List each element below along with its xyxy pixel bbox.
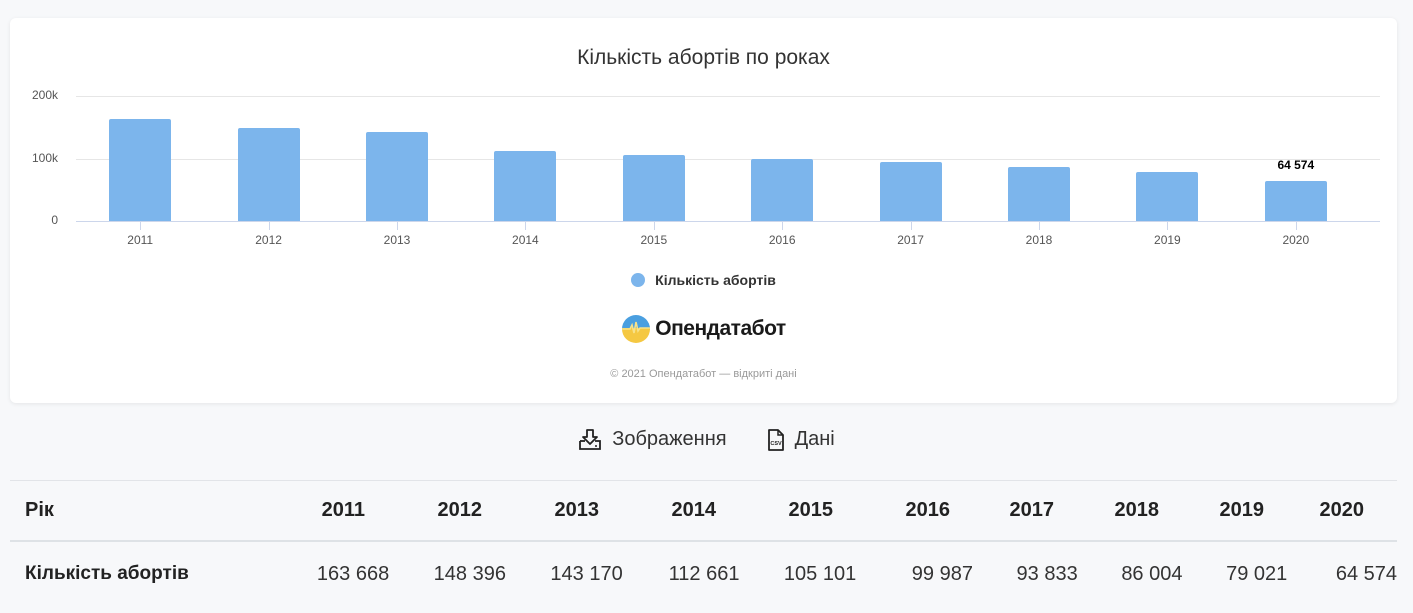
- bar-2015[interactable]: [622, 155, 685, 221]
- brand-logo: Опендатабот: [10, 314, 1397, 344]
- download-data-label: Дані: [794, 428, 835, 450]
- y-axis-tick-label: 200k: [31, 88, 58, 102]
- opendatabot-logo-icon: [622, 315, 651, 343]
- value-cell: 163 668: [316, 562, 390, 585]
- value-cell: 148 396: [433, 562, 506, 585]
- value-cell: 99 987: [911, 562, 973, 585]
- x-tick-mark: [1167, 222, 1169, 230]
- chart-title: Кількість абортів по роках: [577, 46, 830, 69]
- value-cell: 86 004: [1121, 562, 1183, 585]
- x-axis-tick-label: 2013: [383, 233, 411, 247]
- x-tick-mark: [782, 222, 784, 230]
- grid-line: [76, 96, 1380, 97]
- y-axis-tick-label: 100k: [31, 150, 58, 165]
- download-image-label: Зображення: [612, 428, 727, 450]
- header-year-cell: 2012: [437, 499, 483, 521]
- value-cell: 79 021: [1226, 562, 1288, 585]
- x-axis-tick-label: 2012: [255, 233, 282, 247]
- data-label: 64 574: [1277, 157, 1315, 172]
- x-axis-tick-label: 2014: [512, 233, 539, 247]
- bar-2020[interactable]: [1264, 180, 1327, 221]
- data-table: Рік 2011 2012 2013 2014 2015 2016 2017 2018 2019…: [10, 480, 1397, 606]
- value-cell: 112 661: [668, 562, 740, 585]
- legend-dot-icon: [631, 273, 646, 287]
- x-axis-tick-label: 2016: [768, 233, 796, 247]
- x-axis-tick-label: 2011: [127, 233, 154, 247]
- header-year-cell: 2014: [671, 499, 717, 521]
- bar-2012[interactable]: [237, 128, 300, 221]
- x-tick-mark: [1295, 222, 1297, 230]
- download-tray-icon: [579, 428, 602, 450]
- table-row: Кількість абортів 163 668 148 396 143 170 1…: [10, 542, 1397, 606]
- x-axis-tick-label: 2015: [640, 233, 668, 247]
- header-year-cell: 2020: [1319, 499, 1365, 521]
- x-tick-mark: [653, 222, 655, 230]
- value-cell: 143 170: [550, 562, 623, 585]
- x-tick-mark: [525, 222, 527, 230]
- x-axis-tick-label: 2018: [1025, 233, 1053, 247]
- x-tick-mark: [1039, 222, 1040, 230]
- header-label: Рік: [25, 499, 54, 521]
- row-label: Кількість абортів: [25, 563, 189, 584]
- download-image-button[interactable]: Зображення: [578, 428, 727, 451]
- x-tick-mark: [910, 222, 912, 230]
- chart-card: Кількість абортів по роках 0 100k 200k 2011…: [10, 18, 1397, 403]
- legend-item[interactable]: Кількість абортів: [10, 272, 1397, 288]
- header-year-cell: 2019: [1219, 499, 1265, 521]
- x-axis-tick-label: 2020: [1282, 233, 1310, 247]
- header-year-cell: 2013: [554, 499, 600, 521]
- x-axis-tick-label: 2017: [897, 233, 924, 247]
- x-axis-tick-label: 2019: [1154, 233, 1181, 247]
- x-tick-mark: [397, 222, 398, 230]
- legend-label: Кількість абортів: [655, 272, 776, 288]
- bar-2011[interactable]: [109, 118, 172, 221]
- bar-2013[interactable]: [366, 131, 428, 221]
- value-cell: 93 833: [1016, 562, 1078, 585]
- bar-2016[interactable]: [751, 158, 814, 221]
- x-axis-line: [76, 221, 1380, 222]
- value-cell: 105 101: [783, 562, 857, 585]
- header-year-cell: 2011: [321, 499, 365, 521]
- download-data-button[interactable]: CSV Дані: [767, 428, 835, 451]
- y-axis-tick-label: 0: [51, 213, 58, 227]
- grid-line: [76, 158, 1380, 160]
- x-tick-mark: [140, 222, 142, 230]
- brand-name: Опендатабот: [655, 317, 786, 340]
- download-bar: Зображення CSV Дані: [0, 428, 1413, 451]
- header-year-cell: 2018: [1114, 499, 1160, 521]
- svg-text:CSV: CSV: [770, 441, 782, 447]
- table-header-row: Рік 2011 2012 2013 2014 2015 2016 2017 2018 2019…: [10, 480, 1397, 542]
- bar-2017[interactable]: [879, 162, 942, 221]
- header-year-cell: 2017: [1009, 499, 1055, 521]
- value-cell: 64 574: [1335, 562, 1398, 585]
- bar-2014[interactable]: [494, 150, 557, 221]
- bar-2019[interactable]: [1136, 171, 1199, 221]
- csv-file-icon: CSV: [767, 428, 784, 451]
- copyright-text: © 2021 Опендатабот — відкриті дані: [610, 368, 797, 380]
- header-year-cell: 2015: [788, 499, 834, 521]
- header-year-cell: 2016: [905, 499, 951, 521]
- bar-2018[interactable]: [1008, 167, 1070, 221]
- x-tick-mark: [268, 222, 270, 230]
